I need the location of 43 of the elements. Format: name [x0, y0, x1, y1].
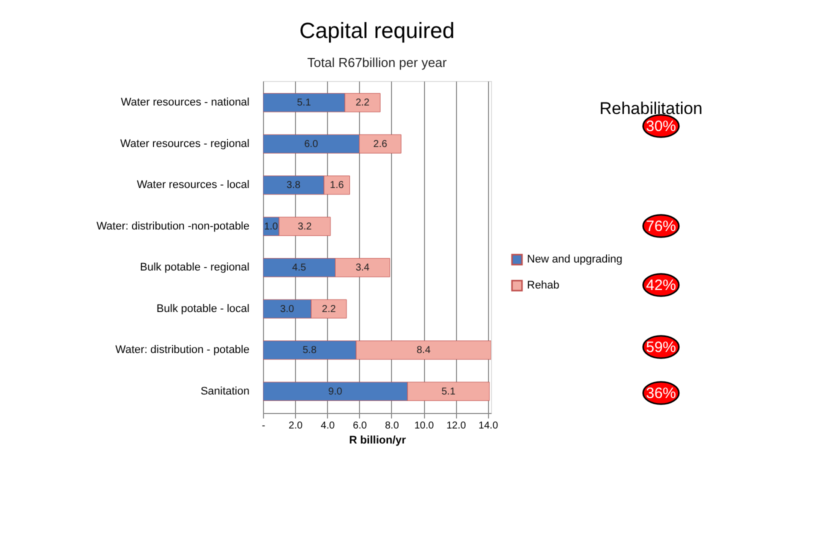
x-tick-label: 4.0: [320, 420, 336, 432]
data-label: 1.6: [330, 180, 344, 192]
data-label: 5.1: [442, 386, 456, 398]
data-label: 8.4: [416, 345, 431, 356]
x-axis-title: R billion/yr: [349, 434, 407, 446]
data-label: 3.8: [286, 180, 301, 192]
text: 42%: [646, 277, 676, 294]
y-tick-label: Bulk potable - local: [156, 302, 250, 315]
data-label: 4.5: [292, 262, 307, 274]
data-label: 1.0: [264, 221, 278, 232]
chart-title: Capital required: [299, 18, 455, 43]
chart-subtitle: Total R67billion per year: [307, 55, 448, 70]
text: 59%: [646, 339, 676, 356]
x-tick-label: 10.0: [414, 420, 434, 432]
x-tick-label: 14.0: [478, 420, 498, 432]
data-label: 3.2: [298, 221, 312, 232]
text: 76%: [646, 218, 676, 235]
y-tick-label: Bulk potable - regional: [140, 262, 250, 274]
y-tick-label: Water resources - regional: [120, 138, 250, 150]
legend-label: Rehab: [527, 280, 560, 292]
text: 36%: [646, 385, 676, 402]
y-tick-label: Water: distribution - potable: [115, 344, 250, 356]
data-label: 3.4: [356, 262, 370, 274]
x-tick-label: -: [262, 420, 266, 432]
y-tick-label: Water: distribution -non-potable: [96, 220, 250, 232]
data-label: 5.1: [296, 98, 312, 109]
data-label: 2.2: [322, 304, 336, 315]
y-tick-label: Sanitation: [200, 385, 250, 398]
text: 30%: [646, 118, 676, 135]
x-tick-label: 6.0: [352, 420, 368, 432]
data-label: 3.0: [280, 304, 294, 315]
data-label: 2.6: [373, 138, 388, 150]
x-tick-label: 12.0: [446, 420, 466, 432]
legend-label: New and upgrading: [527, 254, 622, 266]
text: Rehabilitation: [599, 99, 703, 118]
data-label: 2.2: [356, 98, 370, 109]
y-tick-label: Water resources - local: [136, 179, 250, 192]
data-label: 6.0: [304, 138, 319, 150]
data-label: 5.8: [302, 345, 317, 356]
y-tick-label: Water resources - national: [120, 96, 250, 109]
x-tick-label: 8.0: [385, 420, 400, 432]
x-tick-label: 2.0: [288, 420, 303, 432]
data-label: 9.0: [328, 386, 343, 398]
